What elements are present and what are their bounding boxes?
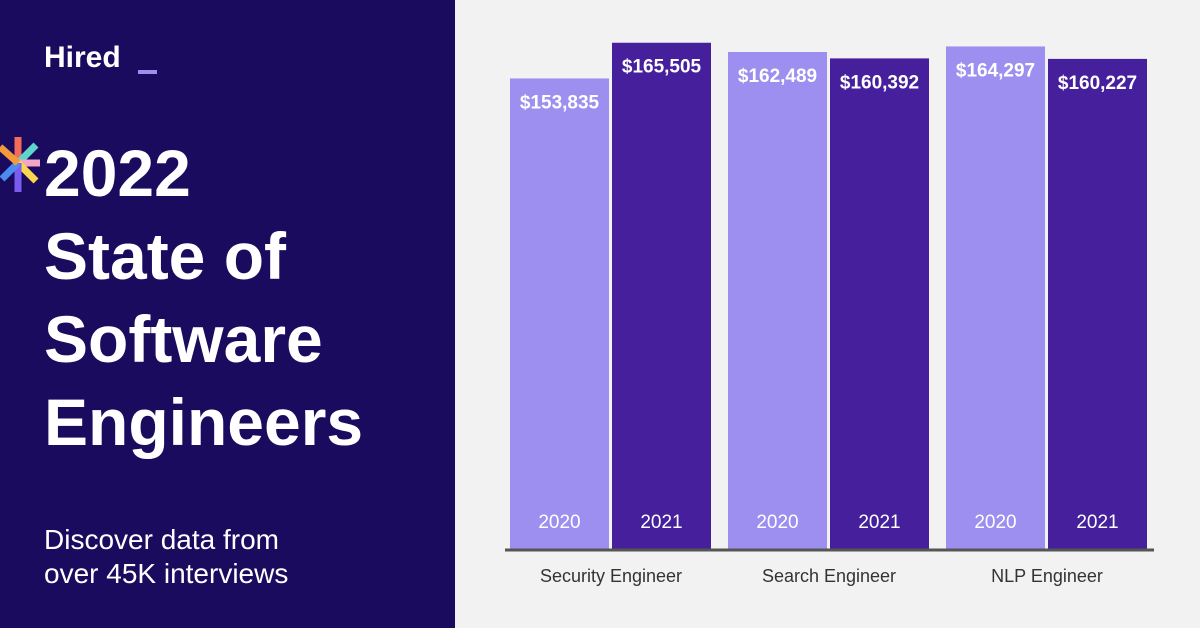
series-label: 2021 [858,512,900,533]
left-panel [0,0,455,628]
tagline-line: Discover data from [44,524,279,555]
series-label: 2020 [974,512,1016,533]
headline-line: 2022 [44,136,191,210]
bar [946,46,1045,550]
bar [510,78,609,549]
brand: Hired [44,41,121,74]
headline-line: Engineers [44,385,363,459]
x-tick-label: Security Engineer [540,566,682,586]
x-tick-label: NLP Engineer [991,566,1103,586]
x-tick-label: Search Engineer [762,566,896,586]
brand-cursor [138,70,157,74]
bar [612,42,711,549]
value-label: $165,505 [622,57,702,78]
bar [1048,58,1147,549]
series-label: 2020 [538,512,580,533]
series-label: 2021 [1076,512,1118,533]
value-label: $164,297 [956,60,1035,81]
value-label: $160,392 [840,72,919,93]
tagline-line: over 45K interviews [44,558,288,589]
headline-line: State of [44,219,287,293]
series-label: 2020 [756,512,798,533]
series-label: 2021 [640,512,682,533]
value-label: $160,227 [1058,73,1137,94]
headline: 2022 State of Software Engineers [44,136,363,459]
value-label: $153,835 [520,92,600,113]
value-label: $162,489 [738,66,817,87]
logo-icon [0,137,40,192]
bar [728,51,827,549]
bar [830,58,929,550]
headline-line: Software [44,302,323,376]
